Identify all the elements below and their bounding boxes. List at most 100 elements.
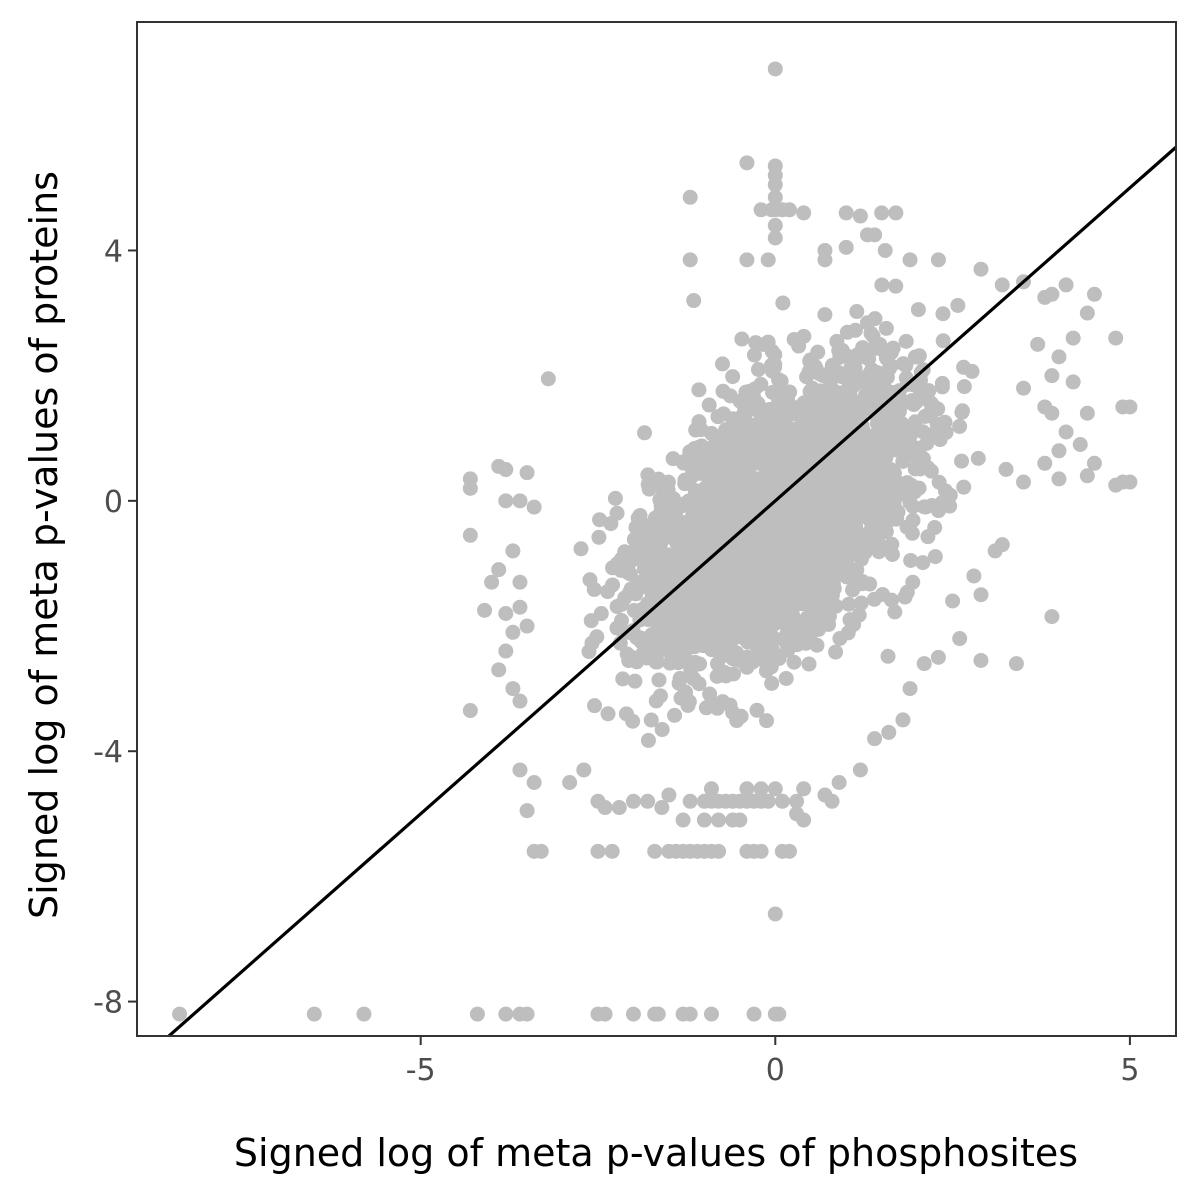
data-point — [587, 698, 603, 714]
data-point — [760, 535, 776, 551]
reference-line-layer — [166, 145, 1176, 1036]
data-point — [605, 577, 621, 593]
data-point — [998, 461, 1014, 477]
data-point — [779, 626, 795, 642]
data-point — [910, 302, 926, 318]
data-point — [759, 713, 775, 729]
data-point — [767, 177, 783, 193]
data-point — [918, 499, 934, 515]
data-point — [667, 707, 683, 723]
data-point — [874, 205, 890, 221]
data-point — [902, 427, 918, 443]
data-point — [832, 535, 848, 551]
data-point — [764, 202, 780, 218]
data-point — [592, 512, 608, 528]
data-point — [1079, 405, 1095, 421]
data-point — [817, 252, 833, 268]
data-point — [813, 438, 829, 454]
data-point — [597, 800, 613, 816]
identity-line — [166, 145, 1176, 1036]
data-point — [825, 576, 841, 592]
data-point — [858, 387, 874, 403]
data-point — [704, 694, 720, 710]
data-point — [822, 551, 838, 567]
data-point — [739, 781, 755, 797]
data-point — [607, 490, 623, 506]
data-point — [774, 793, 790, 809]
data-point — [1086, 455, 1102, 471]
data-point — [576, 762, 592, 778]
data-point — [727, 629, 743, 645]
data-point — [902, 252, 918, 268]
data-point — [771, 1006, 787, 1022]
data-point — [491, 562, 507, 578]
data-point — [1037, 455, 1053, 471]
data-point — [766, 523, 782, 539]
data-point — [709, 479, 725, 495]
data-point — [839, 324, 855, 340]
data-point — [1058, 424, 1074, 440]
data-point — [586, 581, 602, 597]
data-point — [838, 239, 854, 255]
data-point — [618, 706, 634, 722]
data-point — [512, 574, 528, 590]
data-point — [649, 654, 665, 670]
data-point — [652, 688, 668, 704]
y-tick-label: 4 — [104, 234, 123, 269]
data-point — [597, 1006, 613, 1022]
data-point — [924, 396, 940, 412]
data-point — [675, 600, 691, 616]
data-point — [505, 624, 521, 640]
data-point — [873, 521, 889, 537]
data-point — [771, 579, 787, 595]
data-point — [923, 463, 939, 479]
data-point — [662, 655, 678, 671]
data-point — [683, 661, 699, 677]
data-point — [903, 552, 919, 568]
data-point — [768, 489, 784, 505]
data-point — [796, 781, 812, 797]
data-point — [562, 775, 578, 790]
data-point — [966, 568, 982, 584]
y-axis: -8 -4 0 4 — [93, 234, 137, 1021]
data-point — [609, 620, 625, 636]
data-point — [718, 422, 734, 438]
data-point — [852, 208, 868, 224]
data-point — [753, 376, 769, 392]
data-point — [833, 487, 849, 503]
data-point — [611, 800, 627, 816]
data-point — [784, 406, 800, 422]
data-point — [849, 304, 865, 320]
data-point — [640, 518, 656, 534]
data-point — [888, 205, 904, 221]
data-point — [614, 551, 630, 567]
data-point — [760, 252, 776, 268]
data-point — [519, 1006, 535, 1022]
data-point — [640, 595, 656, 611]
data-point — [1058, 277, 1074, 293]
data-point — [526, 499, 542, 515]
data-point — [767, 906, 783, 922]
data-point — [689, 578, 705, 594]
data-point — [617, 590, 633, 606]
data-point — [647, 843, 663, 859]
data-point — [825, 471, 841, 487]
data-point — [703, 781, 719, 797]
data-point — [583, 613, 599, 629]
data-point — [773, 373, 789, 389]
data-point — [641, 481, 657, 497]
data-point — [695, 638, 711, 654]
data-point — [671, 675, 687, 691]
data-point — [701, 397, 717, 413]
data-point — [791, 484, 807, 500]
data-point — [681, 694, 697, 710]
data-point — [682, 189, 698, 205]
data-point — [813, 482, 829, 498]
data-point — [491, 662, 507, 678]
data-point — [767, 217, 783, 233]
data-point — [609, 505, 625, 521]
data-point — [675, 812, 691, 828]
data-point — [890, 422, 906, 438]
data-point — [505, 543, 521, 559]
data-point — [660, 547, 676, 563]
